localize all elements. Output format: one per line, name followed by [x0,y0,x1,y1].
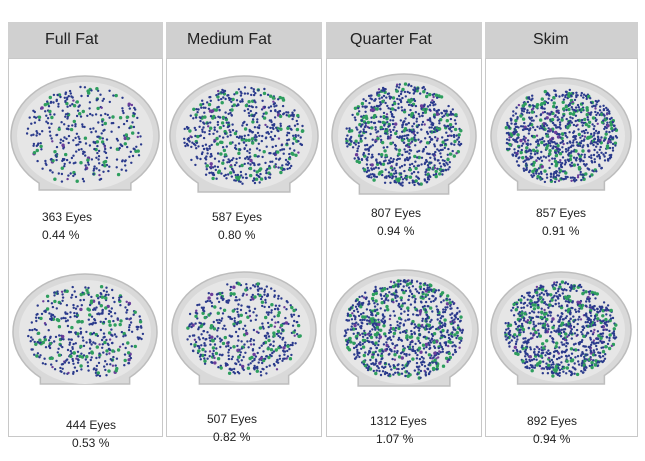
column-header: Skim [485,22,638,58]
column-skim: Skim 857 Eyes 0.91 % 892 Eyes 0.94 % [485,22,638,446]
eye-count: 1312 Eyes [370,414,427,428]
cheese-slice-image [331,73,477,195]
cheese-sample-bottom: 444 Eyes 0.53 % [8,254,163,450]
column-quarter-fat: Quarter Fat 807 Eyes 0.94 % 1312 Eyes 1.… [326,22,482,446]
eye-count: 587 Eyes [212,210,263,224]
eye-count: 444 Eyes [66,418,117,432]
eye-volume-percent: 0.91 % [542,224,580,238]
column-header: Full Fat [8,22,163,58]
eye-volume-percent: 0.80 % [218,228,256,242]
column-header-label: Quarter Fat [350,31,432,48]
cheese-slice-image [169,75,319,193]
eye-count: 507 Eyes [207,412,258,426]
cheese-slice-image [490,271,632,385]
cheese-slice-image [490,77,632,191]
cheese-sample-top: 807 Eyes 0.94 % [326,64,482,249]
column-header: Medium Fat [166,22,322,58]
column-header-label: Full Fat [45,31,99,48]
cheese-slice-image [12,273,158,385]
eye-volume-percent: 1.07 % [376,432,414,446]
cheese-sample-bottom: 892 Eyes 0.94 % [485,254,638,446]
column-medium-fat: Medium Fat 587 Eyes 0.80 % 507 Eyes 0.82… [166,22,322,444]
eye-count: 363 Eyes [42,210,93,224]
eye-count: 892 Eyes [527,414,578,428]
eye-volume-percent: 0.44 % [42,228,80,242]
cheese-sample-top: 363 Eyes 0.44 % [8,64,163,249]
column-header: Quarter Fat [326,22,482,58]
eye-volume-percent: 0.94 % [533,432,571,446]
eye-count: 857 Eyes [536,206,587,220]
cheese-slice-image [329,269,479,387]
eye-volume-percent: 0.53 % [72,436,110,450]
eye-volume-percent: 0.94 % [377,224,415,238]
eye-volume-percent: 0.82 % [213,430,251,444]
cheese-sample-bottom: 507 Eyes 0.82 % [166,254,322,444]
cheese-sample-top: 587 Eyes 0.80 % [166,64,322,249]
column-header-label: Skim [533,31,569,48]
cheese-slice-image [171,271,317,385]
cheese-sample-top: 857 Eyes 0.91 % [485,64,638,249]
cheese-sample-bottom: 1312 Eyes 1.07 % [326,254,482,446]
column-full-fat: Full Fat 363 Eyes 0.44 % 444 Eyes 0.53 % [8,22,163,450]
cheese-slice-image [10,75,160,191]
eye-count: 807 Eyes [371,206,422,220]
column-header-label: Medium Fat [187,31,272,48]
